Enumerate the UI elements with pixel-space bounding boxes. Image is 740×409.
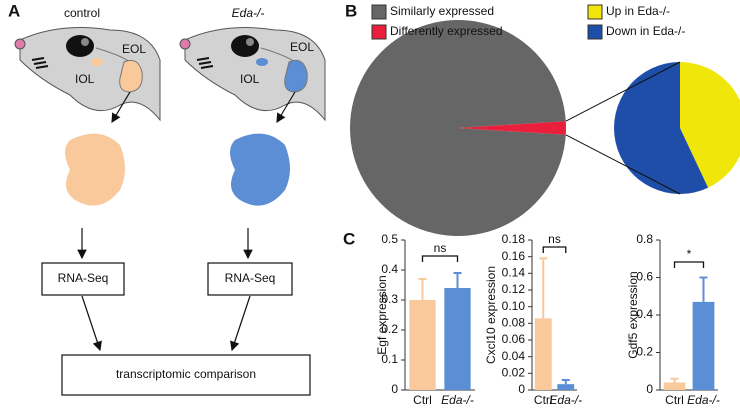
y-tick-label: 0.1 bbox=[381, 352, 398, 366]
legend-label: Down in Eda-/- bbox=[606, 24, 685, 38]
y-tick-label: 0.08 bbox=[502, 316, 526, 330]
condition-title: Eda-/- bbox=[232, 6, 265, 20]
legend-swatch bbox=[371, 24, 387, 40]
zoom-line bbox=[565, 61, 681, 122]
step-label: RNA-Seq bbox=[225, 271, 276, 285]
comparison-label: transcriptomic comparison bbox=[116, 367, 256, 381]
eol-label: EOL bbox=[122, 42, 146, 56]
x-tick-label: Eda-/- bbox=[549, 393, 582, 407]
pie-slice bbox=[614, 62, 709, 194]
bar bbox=[534, 318, 552, 390]
bar bbox=[557, 384, 575, 390]
y-tick-label: 0.6 bbox=[636, 270, 653, 284]
significance-label: ns bbox=[548, 232, 561, 246]
step-box bbox=[41, 262, 125, 296]
x-tick-label: Eda-/- bbox=[687, 393, 720, 407]
y-axis-label: Egf expression bbox=[375, 275, 389, 354]
panel-label: A bbox=[8, 1, 20, 20]
bar bbox=[444, 288, 471, 390]
y-tick-label: 0 bbox=[518, 382, 525, 396]
step-label: RNA-Seq bbox=[58, 271, 109, 285]
y-tick-label: 0.10 bbox=[502, 299, 526, 313]
x-tick-label: Eda-/- bbox=[441, 393, 474, 407]
error-bar bbox=[561, 379, 570, 385]
head-illustration bbox=[179, 27, 326, 124]
legend-label: Differently expressed bbox=[390, 24, 503, 38]
y-tick-label: 0 bbox=[646, 382, 653, 396]
gland-shape bbox=[65, 133, 125, 206]
arrow bbox=[81, 295, 102, 352]
x-tick-label: Ctrl bbox=[665, 393, 684, 407]
y-tick-label: 0.4 bbox=[636, 307, 653, 321]
y-tick-label: 0.4 bbox=[381, 262, 398, 276]
significance-bracket bbox=[542, 246, 567, 253]
y-tick-label: 0.2 bbox=[381, 322, 398, 336]
bar bbox=[409, 300, 436, 390]
y-tick-label: 0 bbox=[391, 382, 398, 396]
pie-slice bbox=[458, 121, 566, 135]
y-tick-label: 0.02 bbox=[502, 366, 526, 380]
head-illustration bbox=[14, 27, 161, 124]
x-tick-label: Ctrl bbox=[534, 393, 553, 407]
legend-swatch bbox=[371, 4, 387, 20]
y-tick-label: 0.8 bbox=[636, 232, 653, 246]
iol-label: IOL bbox=[240, 72, 260, 86]
y-tick-label: 0.3 bbox=[381, 292, 398, 306]
y-tick-label: 0.2 bbox=[636, 345, 653, 359]
y-tick-label: 0.16 bbox=[502, 249, 526, 263]
legend-label: Up in Eda-/- bbox=[606, 4, 670, 18]
significance-label: * bbox=[687, 247, 692, 261]
zoom-line bbox=[565, 134, 681, 195]
error-bar bbox=[699, 276, 708, 302]
legend-swatch bbox=[587, 4, 603, 20]
iol-label: IOL bbox=[75, 72, 95, 86]
eol-label: EOL bbox=[290, 40, 314, 54]
legend-label: Similarly expressed bbox=[390, 4, 494, 18]
significance-bracket bbox=[421, 255, 459, 262]
arrow bbox=[230, 295, 251, 352]
error-bar bbox=[453, 272, 462, 288]
significance-bracket bbox=[673, 261, 705, 268]
bar bbox=[692, 301, 715, 390]
significance-label: ns bbox=[434, 241, 447, 255]
error-bar bbox=[539, 257, 548, 319]
gland-shape bbox=[230, 133, 290, 206]
y-tick-label: 0.14 bbox=[502, 266, 526, 280]
pie-slice bbox=[680, 62, 740, 188]
y-tick-label: 0.12 bbox=[502, 282, 526, 296]
step-box bbox=[61, 354, 311, 396]
legend-swatch bbox=[587, 24, 603, 40]
step-box bbox=[207, 262, 293, 296]
x-tick-label: Ctrl bbox=[413, 393, 432, 407]
error-bar bbox=[418, 278, 427, 300]
y-tick-label: 0.5 bbox=[381, 232, 398, 246]
y-tick-label: 0.06 bbox=[502, 332, 526, 346]
pie-slice bbox=[349, 19, 566, 237]
y-axis-label: Gdf5 expression bbox=[626, 271, 640, 358]
y-tick-label: 0.18 bbox=[502, 232, 526, 246]
panel-label: B bbox=[345, 1, 357, 20]
y-tick-label: 0.04 bbox=[502, 349, 526, 363]
y-axis-label: Cxcl10 expression bbox=[484, 266, 498, 364]
panel-label: C bbox=[343, 229, 355, 248]
bar bbox=[663, 382, 686, 390]
condition-title: control bbox=[64, 6, 100, 20]
error-bar bbox=[670, 377, 679, 383]
